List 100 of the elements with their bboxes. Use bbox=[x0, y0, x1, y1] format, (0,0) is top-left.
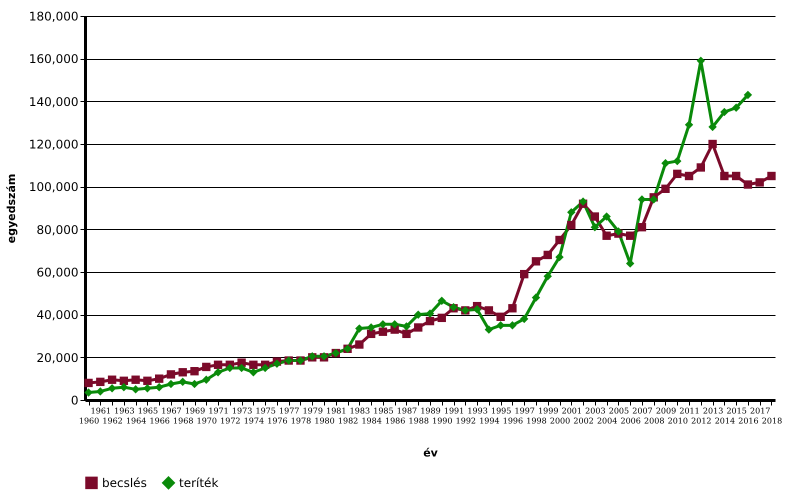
point bbox=[732, 104, 740, 112]
x-tick-label: 1984 bbox=[361, 416, 382, 426]
x-tick-label: 2015 bbox=[726, 406, 747, 416]
x-tick-label: 2014 bbox=[714, 416, 736, 426]
point bbox=[190, 380, 199, 388]
point bbox=[626, 232, 634, 240]
point bbox=[108, 376, 116, 384]
x-tick-label: 1968 bbox=[173, 416, 194, 426]
x-tick-label: 2004 bbox=[596, 416, 618, 426]
x-tick-label: 1977 bbox=[279, 406, 300, 416]
point bbox=[673, 156, 682, 166]
x-tick-label: 1986 bbox=[384, 416, 406, 426]
point bbox=[567, 208, 576, 216]
x-tick-label: 1964 bbox=[126, 416, 146, 426]
point bbox=[355, 340, 364, 349]
point bbox=[414, 310, 422, 319]
x-tick-label: 2002 bbox=[573, 416, 594, 426]
point bbox=[143, 376, 152, 385]
point bbox=[602, 212, 611, 221]
point bbox=[178, 368, 187, 376]
y-tick-label: 40,000 bbox=[36, 308, 78, 322]
point bbox=[84, 378, 93, 388]
point bbox=[214, 368, 222, 376]
point bbox=[767, 172, 776, 180]
x-tick-label: 1982 bbox=[338, 416, 358, 426]
point bbox=[249, 368, 258, 376]
point bbox=[673, 170, 682, 178]
point bbox=[214, 360, 222, 369]
point bbox=[272, 360, 282, 368]
point bbox=[166, 370, 176, 379]
x-tick-label: 1997 bbox=[514, 406, 535, 416]
point bbox=[555, 236, 564, 244]
x-tick-label: 2007 bbox=[632, 406, 653, 416]
point bbox=[532, 293, 540, 302]
point bbox=[661, 184, 670, 193]
point bbox=[131, 376, 140, 384]
x-tick-label: 2008 bbox=[644, 416, 664, 426]
x-tick-label: 2000 bbox=[550, 416, 570, 426]
x-tick-label: 1972 bbox=[220, 416, 241, 426]
x-tick-label: 2005 bbox=[608, 406, 630, 416]
x-tick-label: 1985 bbox=[373, 406, 394, 416]
point bbox=[378, 328, 388, 336]
x-tick-label: 2012 bbox=[691, 416, 712, 426]
point bbox=[555, 252, 564, 262]
point bbox=[155, 374, 164, 383]
x-tick-label: 1994 bbox=[479, 416, 500, 426]
point bbox=[249, 360, 258, 369]
point bbox=[508, 304, 517, 312]
point bbox=[202, 376, 210, 384]
x-tick-label: 1988 bbox=[408, 416, 429, 426]
point bbox=[178, 378, 187, 386]
point bbox=[260, 364, 270, 372]
point bbox=[402, 322, 411, 331]
x-axis-title: év bbox=[423, 446, 439, 460]
point bbox=[402, 330, 411, 338]
x-tick-label: 2009 bbox=[656, 406, 676, 416]
point bbox=[414, 323, 422, 332]
x-tick-label: 1974 bbox=[244, 416, 264, 426]
x-tick-label: 2001 bbox=[562, 406, 582, 416]
point bbox=[438, 314, 446, 322]
point bbox=[520, 270, 528, 278]
point bbox=[484, 325, 494, 334]
x-tick-label: 1962 bbox=[102, 416, 123, 426]
x-tick-label: 2003 bbox=[585, 406, 606, 416]
y-tick-label: 20,000 bbox=[36, 350, 78, 365]
x-tick-label: 1995 bbox=[490, 406, 512, 416]
x-tick-label: 1976 bbox=[267, 416, 288, 426]
point bbox=[590, 212, 600, 221]
x-tick-label: 1979 bbox=[302, 406, 323, 416]
point bbox=[202, 362, 210, 372]
x-tick-label: 2018 bbox=[762, 416, 782, 426]
x-tick-label: 2016 bbox=[738, 416, 759, 426]
point bbox=[426, 316, 434, 326]
y-tick-label: 140,000 bbox=[28, 94, 78, 109]
point bbox=[190, 367, 199, 376]
point bbox=[720, 172, 729, 180]
point bbox=[484, 306, 494, 315]
point bbox=[84, 388, 93, 397]
x-tick-label: 1987 bbox=[396, 406, 418, 416]
y-tick-label: 180,000 bbox=[28, 10, 78, 24]
x-tick-label: 2013 bbox=[702, 406, 724, 416]
x-tick-label: 1992 bbox=[456, 416, 476, 426]
x-tick-label: 2006 bbox=[620, 416, 641, 426]
x-tick-label: 1993 bbox=[467, 406, 488, 416]
x-tick-label: 1973 bbox=[232, 406, 252, 416]
x-tick-label: 1999 bbox=[538, 406, 558, 416]
point bbox=[638, 223, 646, 232]
x-tick-label: 1990 bbox=[432, 416, 452, 426]
point bbox=[684, 120, 694, 129]
y-tick-label: 0 bbox=[70, 394, 78, 408]
y-tick-label: 80,000 bbox=[36, 222, 78, 237]
x-tick-label: 1967 bbox=[161, 406, 182, 416]
legend-label: teríték bbox=[179, 476, 218, 490]
x-tick-label: 1961 bbox=[90, 406, 111, 416]
x-tick-label: 1991 bbox=[444, 406, 464, 416]
point bbox=[520, 314, 528, 324]
x-tick-label: 1965 bbox=[138, 406, 158, 416]
point bbox=[472, 305, 482, 314]
x-tick-label: 1969 bbox=[184, 406, 206, 416]
point bbox=[744, 90, 752, 100]
